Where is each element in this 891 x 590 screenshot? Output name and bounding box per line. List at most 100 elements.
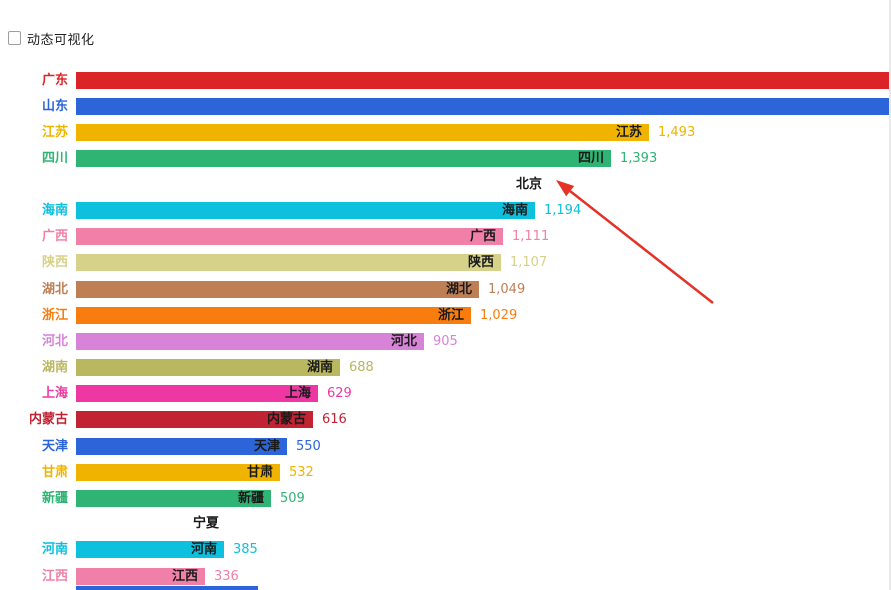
axis-label: 上海 bbox=[41, 386, 68, 401]
bar-name-label: 陕西 bbox=[467, 255, 494, 270]
bar-name-label: 内蒙古 bbox=[266, 412, 306, 427]
bar-name-label: 河南 bbox=[190, 542, 217, 557]
value-label: 616 bbox=[322, 412, 347, 427]
axis-label: 河北 bbox=[41, 334, 68, 349]
bar-name-label: 江西 bbox=[171, 569, 198, 584]
value-label: 385 bbox=[233, 542, 258, 557]
bar[interactable]: 江西 bbox=[76, 568, 205, 585]
chart-row: 浙江 浙江 1,029 bbox=[0, 307, 891, 324]
chart-row bbox=[0, 586, 891, 590]
bar-name-label: 上海 bbox=[284, 386, 311, 401]
bar[interactable]: 浙江 bbox=[76, 307, 471, 324]
bar[interactable]: 上海 bbox=[76, 385, 318, 402]
bar[interactable]: 北京 bbox=[76, 176, 549, 193]
value-label: 1,107 bbox=[510, 255, 548, 270]
axis-label: 湖北 bbox=[41, 282, 68, 297]
bar[interactable]: 甘肃 bbox=[76, 464, 280, 481]
axis-label: 陕西 bbox=[41, 255, 68, 270]
axis-label: 湖南 bbox=[41, 360, 68, 375]
bar-name-label: 河北 bbox=[390, 334, 417, 349]
axis-label: 天津 bbox=[41, 439, 68, 454]
bar[interactable]: 内蒙古 bbox=[76, 411, 313, 428]
chart-row: 四川 四川 1,393 bbox=[0, 150, 891, 167]
bar[interactable]: 广西 bbox=[76, 228, 503, 245]
value-label: 1,493 bbox=[658, 125, 696, 140]
bar-name-label: 宁夏 bbox=[192, 516, 219, 531]
chart-row: 广西 广西 1,111 bbox=[0, 228, 891, 245]
bar[interactable]: 广东 bbox=[76, 72, 891, 89]
value-label: 1,029 bbox=[480, 308, 518, 323]
chart-row: 江苏 江苏 1,493 bbox=[0, 124, 891, 141]
value-label: 1,393 bbox=[620, 151, 658, 166]
chart-row: 河南 河南 385 bbox=[0, 541, 891, 558]
legend-toggle[interactable]: 动态可视化 bbox=[8, 28, 95, 48]
value-label: 550 bbox=[296, 439, 321, 454]
bar[interactable]: 陕西 bbox=[76, 254, 501, 271]
chart-row: 宁夏 宁夏 bbox=[0, 515, 891, 532]
bar-name-label: 湖北 bbox=[445, 282, 472, 297]
window-edge bbox=[889, 0, 891, 590]
axis-label: 浙江 bbox=[41, 308, 68, 323]
axis-label: 宁夏 bbox=[41, 516, 68, 531]
value-label: 532 bbox=[289, 465, 314, 480]
chart-row: 河北 河北 905 bbox=[0, 333, 891, 350]
value-label: 1,049 bbox=[488, 282, 526, 297]
bar[interactable]: 山东 bbox=[76, 98, 891, 115]
chart-row: 内蒙古 内蒙古 616 bbox=[0, 411, 891, 428]
axis-label: 海南 bbox=[41, 203, 68, 218]
bar[interactable] bbox=[76, 586, 258, 590]
bar-name-label: 北京 bbox=[515, 177, 542, 192]
chart-row: 湖北 湖北 1,049 bbox=[0, 281, 891, 298]
chart-row: 上海 上海 629 bbox=[0, 385, 891, 402]
bar[interactable]: 宁夏 bbox=[76, 515, 226, 532]
chart-row: 陕西 陕西 1,107 bbox=[0, 254, 891, 271]
axis-label: 内蒙古 bbox=[28, 412, 68, 427]
value-label: 1,194 bbox=[544, 203, 582, 218]
axis-label: 北京 bbox=[41, 177, 68, 192]
bar-name-label: 天津 bbox=[253, 439, 280, 454]
chart-title: 动态可视化 bbox=[27, 32, 95, 48]
legend-marker-icon bbox=[8, 31, 21, 45]
bar-name-label: 新疆 bbox=[237, 491, 264, 506]
axis-label: 河南 bbox=[41, 542, 68, 557]
value-label: 688 bbox=[349, 360, 374, 375]
value-label: 905 bbox=[433, 334, 458, 349]
bar-name-label: 四川 bbox=[577, 151, 604, 166]
bar[interactable]: 江苏 bbox=[76, 124, 649, 141]
bar[interactable]: 新疆 bbox=[76, 490, 271, 507]
bar[interactable]: 海南 bbox=[76, 202, 535, 219]
bar-name-label: 浙江 bbox=[437, 308, 464, 323]
bar[interactable]: 湖南 bbox=[76, 359, 340, 376]
axis-label: 广西 bbox=[41, 229, 68, 244]
axis-label: 广东 bbox=[41, 73, 68, 88]
value-label: 1,111 bbox=[512, 229, 550, 244]
bar-name-label: 甘肃 bbox=[246, 465, 273, 480]
chart-row: 江西 江西 336 bbox=[0, 568, 891, 585]
axis-label: 甘肃 bbox=[41, 465, 68, 480]
axis-label: 山东 bbox=[41, 99, 68, 114]
axis-label: 江苏 bbox=[41, 125, 68, 140]
axis-label: 新疆 bbox=[41, 491, 68, 506]
chart-row: 湖南 湖南 688 bbox=[0, 359, 891, 376]
bar[interactable]: 四川 bbox=[76, 150, 611, 167]
value-label: 509 bbox=[280, 491, 305, 506]
bar[interactable]: 河南 bbox=[76, 541, 224, 558]
bar-name-label: 湖南 bbox=[306, 360, 333, 375]
chart-row: 天津 天津 550 bbox=[0, 438, 891, 455]
bar[interactable]: 湖北 bbox=[76, 281, 479, 298]
bar-name-label: 广西 bbox=[469, 229, 496, 244]
chart-row: 新疆 新疆 509 bbox=[0, 490, 891, 507]
chart-row: 甘肃 甘肃 532 bbox=[0, 464, 891, 481]
bar-name-label: 海南 bbox=[501, 203, 528, 218]
value-label: 629 bbox=[327, 386, 352, 401]
value-label: 336 bbox=[214, 569, 239, 584]
bar[interactable]: 河北 bbox=[76, 333, 424, 350]
chart-row: 海南 海南 1,194 bbox=[0, 202, 891, 219]
bar-name-label: 江苏 bbox=[615, 125, 642, 140]
axis-label: 四川 bbox=[41, 151, 68, 166]
axis-label bbox=[0, 586, 68, 590]
bar[interactable]: 天津 bbox=[76, 438, 287, 455]
axis-label: 江西 bbox=[41, 569, 68, 584]
